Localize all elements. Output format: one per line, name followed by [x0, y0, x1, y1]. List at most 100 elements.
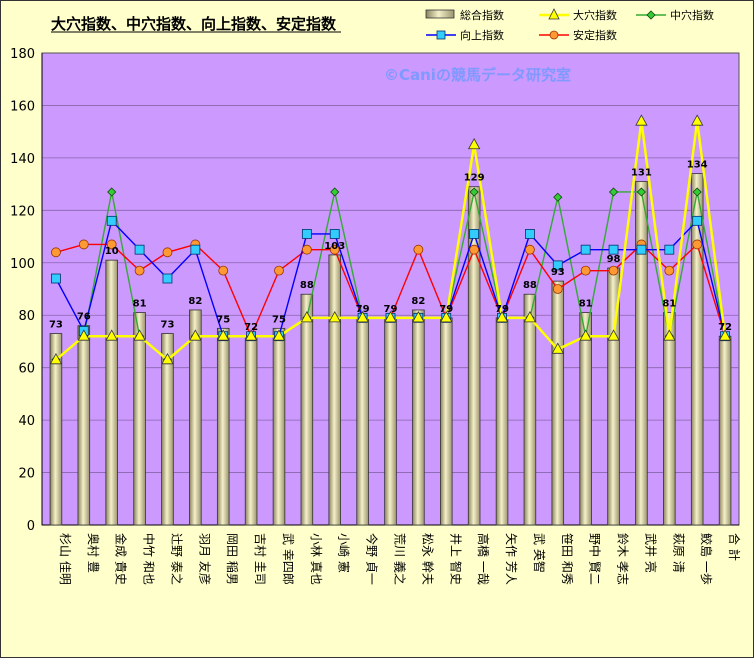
- svg-text:羽月 友彦: 羽月 友彦: [197, 533, 212, 585]
- svg-text:杉山 佳明: 杉山 佳明: [58, 533, 72, 585]
- marker-大穴: [412, 311, 425, 323]
- bar-data-label: 81: [133, 299, 147, 310]
- marker-大穴: [328, 311, 341, 323]
- bar-data-label: 103: [324, 241, 345, 252]
- marker-中穴: [469, 187, 479, 197]
- category-label: 合 計: [727, 533, 742, 561]
- marker-向上: [608, 244, 619, 255]
- bar-总合: [663, 312, 676, 526]
- bar-总合: [356, 317, 369, 526]
- bar-总合: [412, 309, 425, 526]
- marker-向上: [664, 244, 675, 255]
- marker-大穴: [495, 311, 509, 323]
- svg-text:吉村 圭司: 吉村 圭司: [253, 533, 267, 585]
- bar-data-label: 72: [718, 322, 732, 333]
- y-tick-label: 20: [18, 467, 35, 482]
- marker-大穴: [467, 137, 481, 150]
- marker-大穴: [691, 114, 704, 126]
- marker-大穴: [77, 329, 90, 341]
- bar-data-label: 81: [579, 299, 593, 310]
- bar-总合: [328, 254, 341, 526]
- bar-总合: [523, 293, 537, 526]
- bar-总合: [579, 312, 592, 526]
- bar-总合: [77, 325, 91, 526]
- marker-向上: [525, 229, 535, 239]
- bar-data-label: 79: [495, 304, 509, 315]
- marker-安定: [664, 265, 675, 276]
- svg-text:笹田 和秀: 笹田 和秀: [560, 533, 574, 585]
- bar-data-label: 81: [662, 299, 676, 310]
- legend-item: 総合指数: [425, 8, 504, 22]
- bar-总合: [133, 312, 146, 526]
- y-tick-label: 180: [10, 47, 35, 62]
- svg-text:小崎 憲: 小崎 憲: [337, 533, 352, 573]
- category-label: 武 英智: [532, 533, 547, 573]
- bar-data-label: 10: [105, 246, 119, 257]
- svg-text:荒川 義之: 荒川 義之: [393, 533, 408, 585]
- marker-大穴: [718, 329, 732, 341]
- y-tick-label: 100: [10, 257, 35, 272]
- category-label: 松永 幹夫: [420, 533, 435, 585]
- bar-data-label: 75: [216, 314, 230, 325]
- marker-安定: [162, 247, 173, 258]
- svg-text:今野 貞一: 今野 貞一: [365, 533, 380, 585]
- marker-向上: [636, 244, 647, 255]
- category-label: 野中 賢二: [588, 533, 603, 585]
- marker-大穴: [384, 311, 397, 323]
- marker-大穴: [579, 329, 592, 341]
- category-label: 笹田 和秀: [560, 533, 574, 585]
- svg-text:合 計: 合 計: [727, 533, 742, 561]
- category-label: 荒川 義之: [393, 533, 408, 585]
- svg-text:小林 真也: 小林 真也: [309, 533, 323, 585]
- marker-大穴: [244, 329, 258, 341]
- bar-data-label: 75: [272, 314, 286, 325]
- category-label: 武 幸四郎: [281, 533, 295, 585]
- category-label: 金成 貴史: [114, 533, 129, 585]
- category-label: 杉山 佳明: [58, 533, 72, 585]
- category-label: 鈴木 孝志: [616, 533, 631, 585]
- svg-text:武 幸四郎: 武 幸四郎: [281, 533, 295, 585]
- marker-大穴: [356, 311, 369, 323]
- y-tick-label: 0: [27, 519, 35, 534]
- bar-data-label: 134: [687, 160, 708, 171]
- bar-总合: [189, 309, 202, 526]
- legend-box: [421, 7, 747, 45]
- svg-text:矢作 芳人: 矢作 芳人: [504, 533, 518, 585]
- legend-label: 大穴指数: [573, 8, 617, 22]
- marker-安定: [525, 244, 535, 255]
- marker-中穴: [636, 187, 646, 197]
- bar-data-label: 93: [551, 267, 565, 278]
- bar-总合: [718, 335, 732, 526]
- marker-大穴: [161, 352, 174, 365]
- marker-大穴: [440, 311, 453, 323]
- legend-label: 安定指数: [573, 28, 617, 42]
- marker-中穴: [553, 192, 563, 202]
- marker-安定: [51, 247, 61, 258]
- marker-向上: [106, 215, 117, 226]
- svg-text:萩原 清: 萩原 清: [671, 533, 685, 573]
- bar-总合: [244, 335, 258, 526]
- bar-data-label: 82: [188, 296, 202, 307]
- marker-向上: [162, 273, 173, 284]
- marker-中穴: [608, 187, 619, 197]
- category-label: 中竹 和也: [142, 533, 157, 585]
- svg-text:金成 貴史: 金成 貴史: [114, 533, 129, 585]
- marker-向上: [51, 273, 61, 284]
- marker-安定: [580, 265, 591, 276]
- bar-总合: [272, 327, 286, 526]
- bar-总合: [216, 327, 230, 526]
- marker-中穴: [330, 187, 340, 197]
- marker-安定: [274, 265, 284, 276]
- marker-向上: [469, 229, 480, 239]
- legend-marker: [646, 10, 656, 20]
- svg-text:井上 智史: 井上 智史: [448, 533, 463, 585]
- marker-安定: [413, 244, 424, 255]
- category-label: 小林 真也: [309, 533, 323, 585]
- category-label: 小崎 憲: [337, 533, 352, 573]
- y-tick-label: 140: [10, 152, 35, 167]
- svg-text:辻野 泰之: 辻野 泰之: [169, 533, 183, 585]
- marker-向上: [580, 244, 591, 255]
- legend-item: 大穴指数: [539, 8, 617, 22]
- bar-总合: [300, 293, 314, 526]
- marker-大穴: [523, 311, 537, 323]
